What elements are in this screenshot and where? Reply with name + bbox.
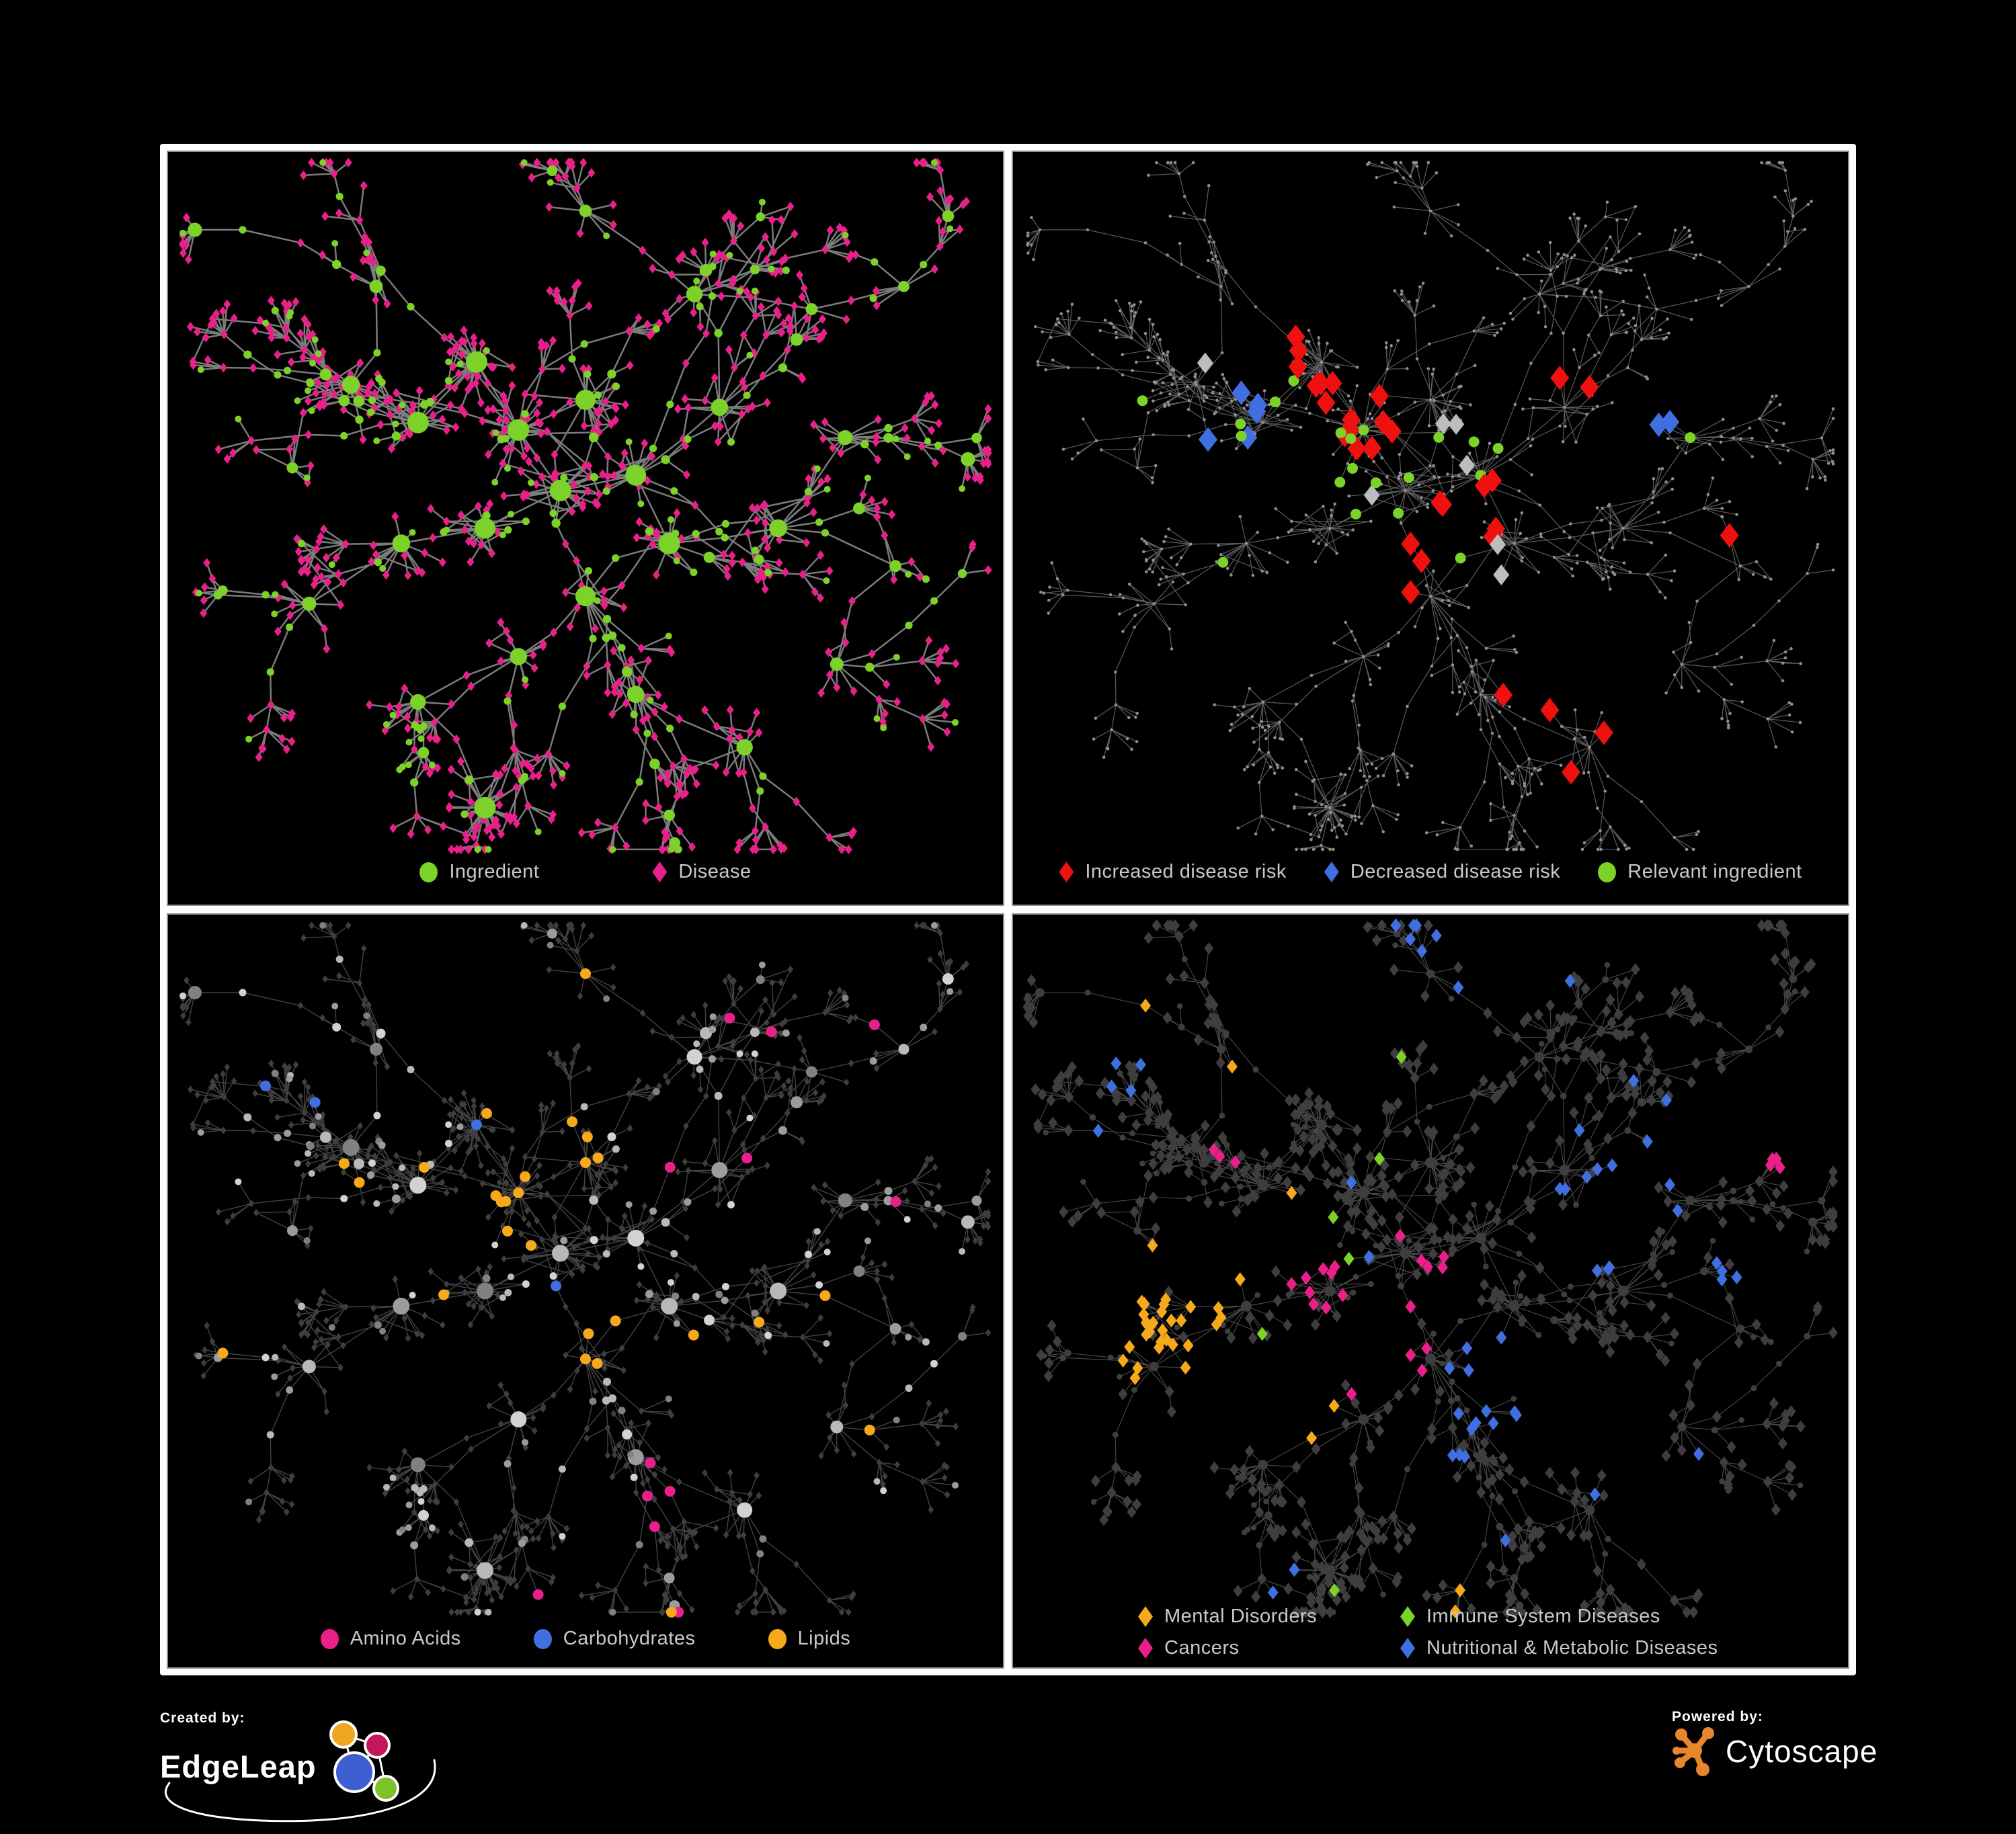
legend-disease-categories: Mental Disorders Immune System Diseases Ca…	[1012, 1606, 1849, 1659]
legend-item: Ingredient	[419, 861, 539, 883]
network-canvas-nutrient-classes	[179, 921, 992, 1618]
diamond-swatch-icon	[1324, 862, 1339, 882]
legend-item: Increased disease risk	[1059, 861, 1287, 883]
legend-label: Immune System Diseases	[1426, 1606, 1660, 1627]
legend-label: Mental Disorders	[1164, 1606, 1318, 1627]
circle-swatch-icon	[768, 1628, 787, 1649]
panel-disease-categories: Mental Disorders Immune System Diseases Ca…	[1012, 913, 1849, 1669]
legend-item: Disease	[652, 861, 751, 883]
diamond-swatch-icon	[1138, 1638, 1153, 1659]
legend-item: Lipids	[768, 1628, 851, 1650]
legend-label: Amino Acids	[350, 1628, 461, 1649]
panel-nutrient-classes: Amino Acids Carbohydrates Lipids	[167, 913, 1004, 1669]
legend-label: Relevant ingredient	[1627, 861, 1802, 882]
circle-swatch-icon	[419, 862, 438, 882]
legend-ingredient-disease: Ingredient Disease	[167, 861, 1004, 883]
network-canvas-disease-risk	[1026, 161, 1835, 851]
circle-swatch-icon	[533, 1628, 552, 1649]
cytoscape-brand-block: Powered by: Cytoscape	[1672, 1709, 1878, 1778]
legend-nutrient-classes: Amino Acids Carbohydrates Lipids	[167, 1628, 1004, 1650]
legend-label: Nutritional & Metabolic Diseases	[1426, 1637, 1718, 1659]
legend-label: Cancers	[1164, 1637, 1240, 1659]
diamond-swatch-icon	[1400, 1638, 1415, 1659]
panel-disease-risk: Increased disease risk Decreased disease …	[1012, 151, 1849, 906]
powered-by-label: Powered by:	[1672, 1709, 1763, 1724]
legend-item: Nutritional & Metabolic Diseases	[1400, 1637, 1718, 1659]
panel-ingredient-disease: Ingredient Disease	[167, 151, 1004, 906]
legend-label: Carbohydrates	[563, 1628, 696, 1649]
legend-item: Cancers	[1138, 1637, 1400, 1659]
edgeleap-brand-block: Created by: EdgeLeap	[160, 1710, 436, 1823]
edgeleap-logo-icon	[329, 1720, 399, 1802]
diamond-swatch-icon	[1138, 1606, 1153, 1627]
legend-label: Ingredient	[449, 861, 540, 882]
legend-item: Amino Acids	[320, 1628, 461, 1650]
cytoscape-logo-icon	[1672, 1727, 1714, 1776]
network-canvas-disease-categories	[1023, 918, 1838, 1619]
legend-label: Disease	[678, 861, 752, 882]
legend-label: Decreased disease risk	[1350, 861, 1561, 882]
network-canvas-ingredient-disease	[179, 157, 992, 855]
legend-item: Mental Disorders	[1138, 1606, 1400, 1628]
legend-item: Carbohydrates	[533, 1628, 696, 1650]
edgeleap-wordmark: EdgeLeap	[160, 1749, 317, 1785]
figure-frame: Ingredient Disease Increased disease risk…	[160, 144, 1856, 1675]
legend-item: Immune System Diseases	[1400, 1606, 1718, 1628]
diamond-swatch-icon	[1400, 1606, 1415, 1627]
diamond-swatch-icon	[1059, 862, 1074, 882]
diamond-swatch-icon	[652, 862, 668, 882]
legend-label: Increased disease risk	[1085, 861, 1287, 882]
cytoscape-wordmark: Cytoscape	[1726, 1734, 1878, 1769]
legend-item: Decreased disease risk	[1324, 861, 1560, 883]
circle-swatch-icon	[320, 1628, 339, 1649]
circle-swatch-icon	[1598, 862, 1617, 882]
legend-disease-risk: Increased disease risk Decreased disease …	[1012, 861, 1849, 883]
created-by-label: Created by:	[160, 1710, 245, 1726]
legend-item: Relevant ingredient	[1598, 861, 1802, 883]
legend-label: Lipids	[797, 1628, 851, 1649]
